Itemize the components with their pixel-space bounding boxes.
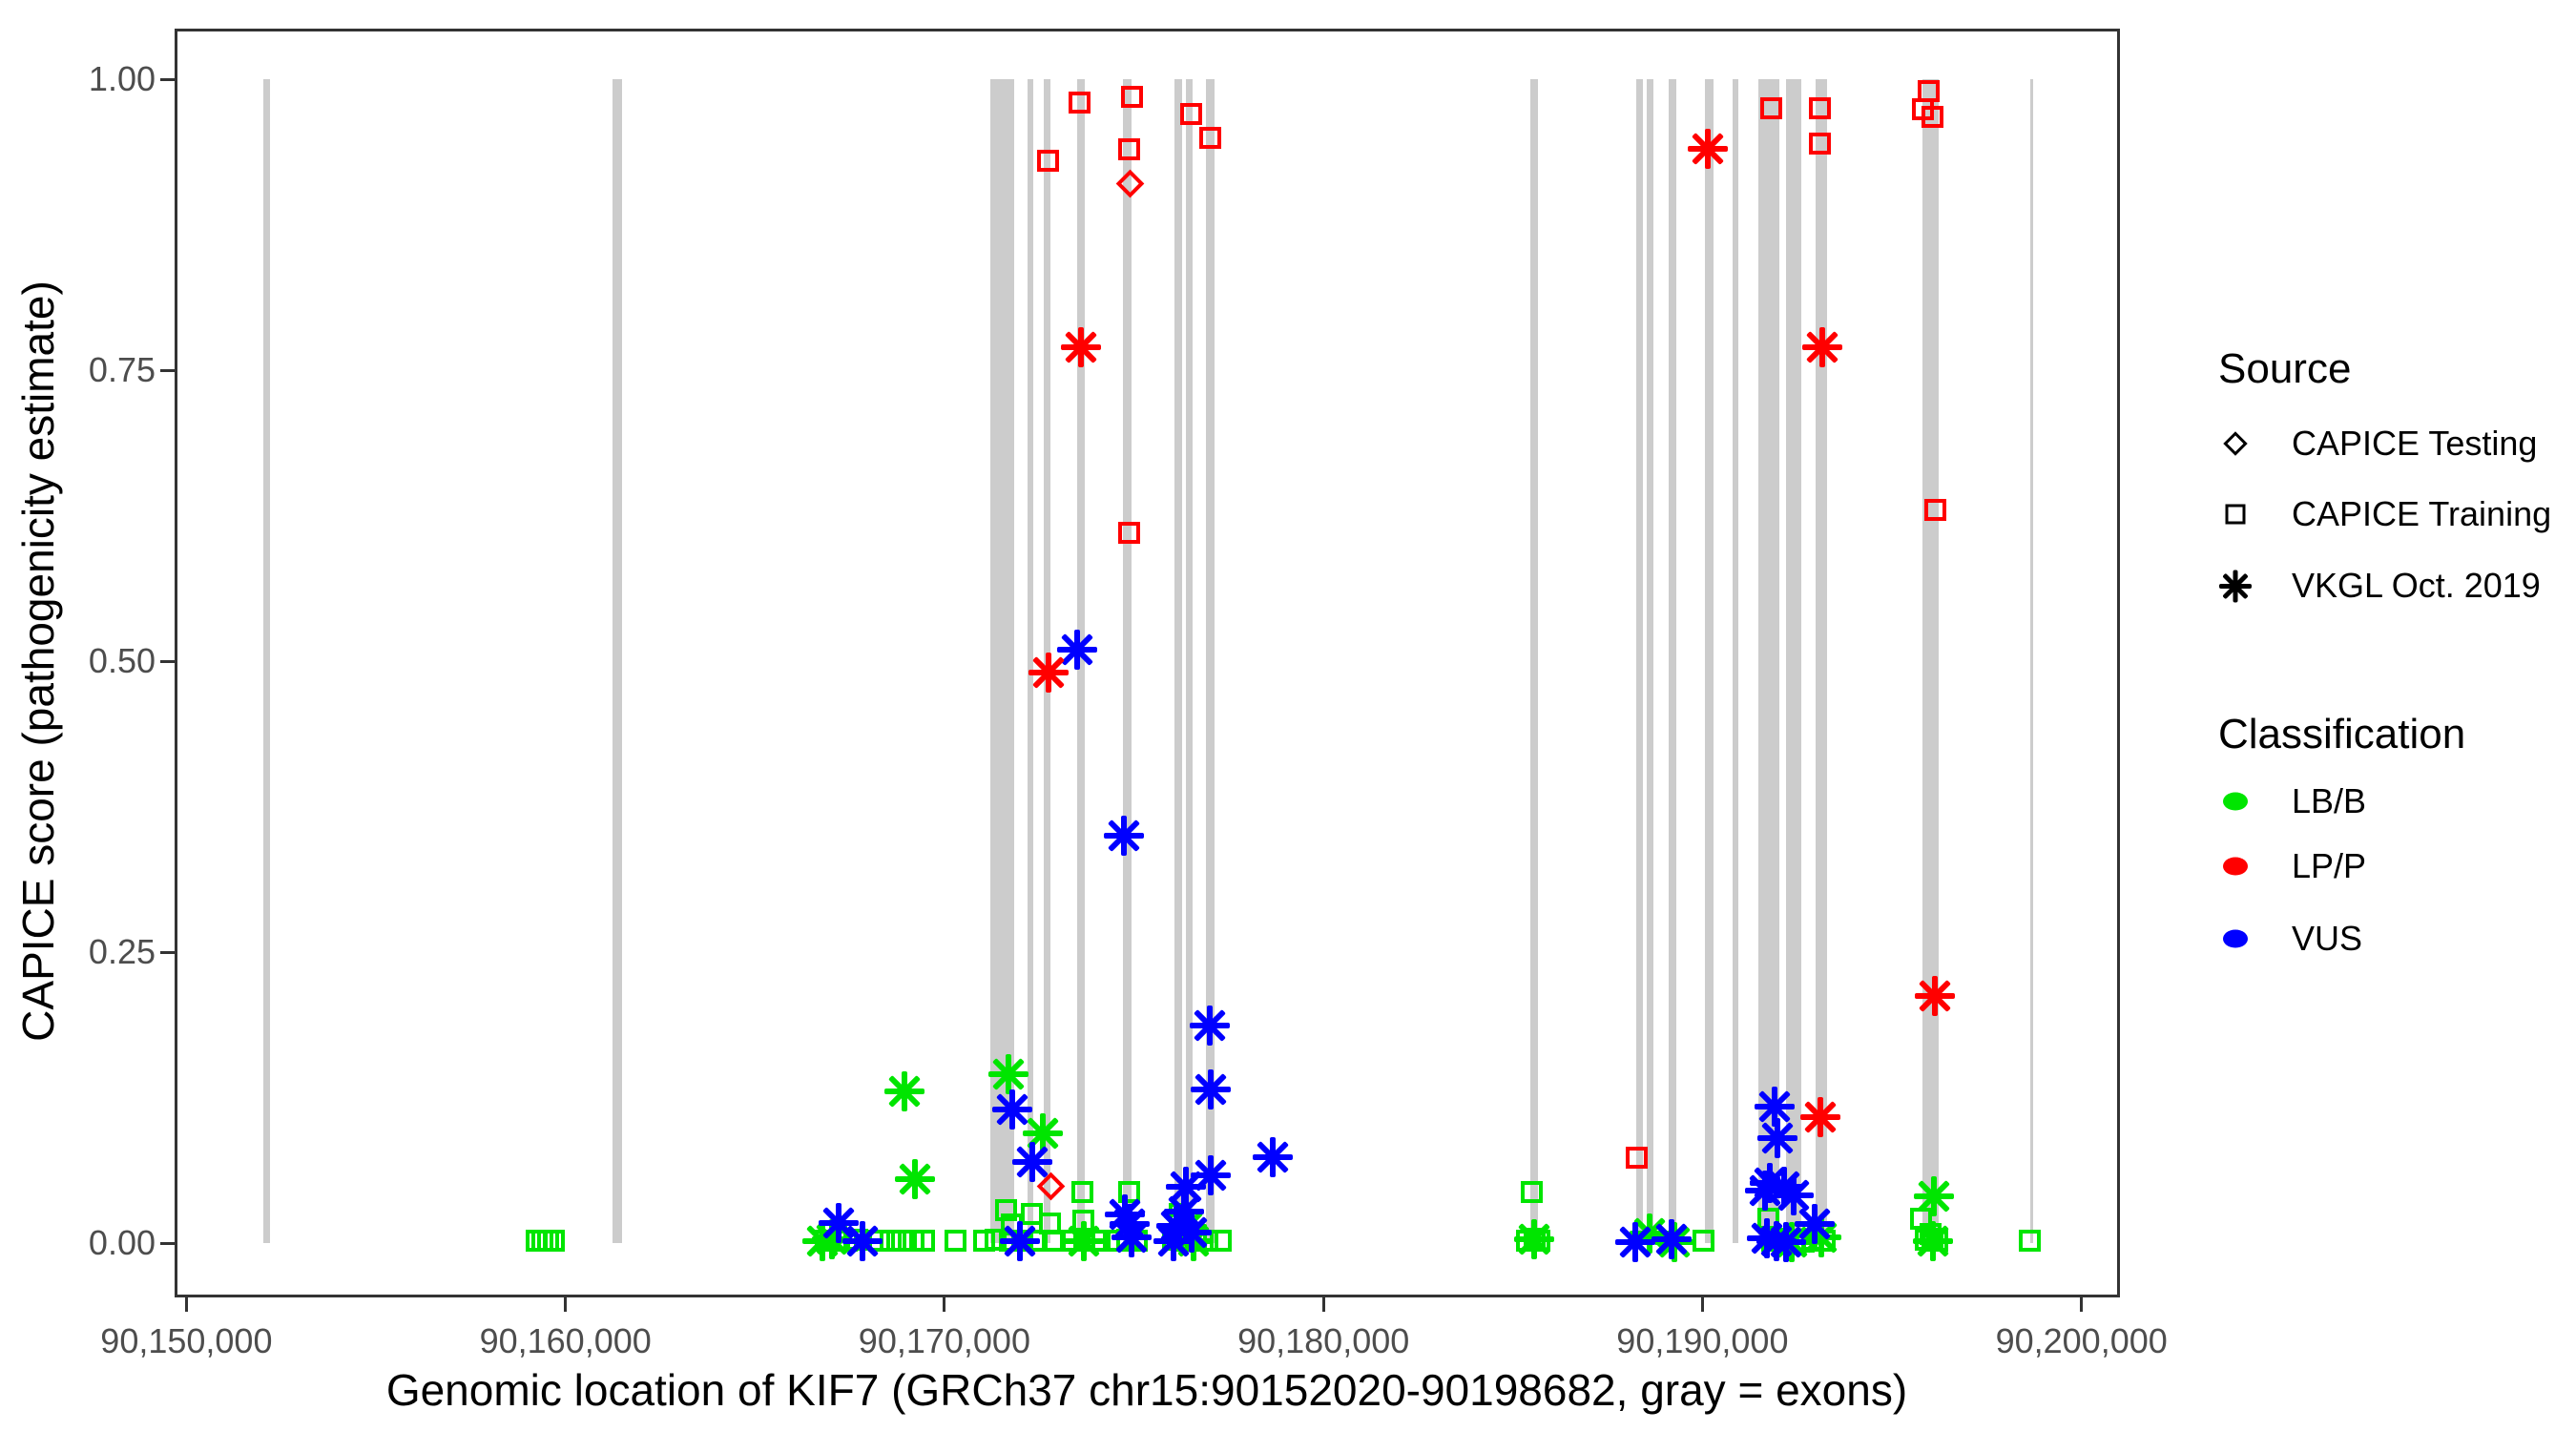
square-marker bbox=[1921, 105, 1943, 128]
legend-label-lpp: LP/P bbox=[2292, 846, 2367, 885]
exon-bar bbox=[1786, 79, 1802, 1243]
square-icon bbox=[2225, 504, 2246, 525]
exon-bar bbox=[612, 79, 622, 1243]
lpp-dot-icon bbox=[2223, 857, 2248, 876]
legend-source-title: Source bbox=[2218, 345, 2352, 392]
square-marker bbox=[1070, 1180, 1093, 1203]
x-axis-tick bbox=[564, 1297, 568, 1312]
square-marker bbox=[994, 1199, 1017, 1222]
x-axis-tick bbox=[184, 1297, 188, 1312]
y-axis-tick bbox=[160, 77, 175, 81]
square-marker bbox=[1041, 1230, 1064, 1253]
y-axis-tick-label: 0.75 bbox=[88, 350, 156, 389]
x-axis-tick bbox=[2080, 1297, 2084, 1312]
legend-label-vus: VUS bbox=[2292, 919, 2363, 958]
square-marker bbox=[1179, 103, 1202, 126]
exon-bar bbox=[990, 79, 1015, 1243]
square-marker bbox=[1117, 137, 1140, 160]
legend-label-lbb: LB/B bbox=[2292, 781, 2367, 820]
y-axis-tick-label: 0.00 bbox=[88, 1223, 156, 1262]
y-axis-tick-label: 0.50 bbox=[88, 641, 156, 680]
exon-bar bbox=[1669, 79, 1677, 1243]
legend-label-vkgl: VKGL Oct. 2019 bbox=[2292, 566, 2541, 605]
exon-bar bbox=[1529, 79, 1538, 1243]
square-marker bbox=[1120, 85, 1143, 108]
square-marker bbox=[1117, 1180, 1140, 1203]
square-marker bbox=[1521, 1180, 1543, 1203]
square-marker bbox=[1923, 498, 1946, 521]
square-marker bbox=[1625, 1147, 1648, 1170]
exon-bar bbox=[1816, 79, 1828, 1243]
square-marker bbox=[1692, 1230, 1714, 1253]
y-axis-tick bbox=[160, 1241, 175, 1245]
exon-bar bbox=[1636, 79, 1644, 1243]
exon-bar bbox=[1705, 79, 1714, 1243]
exon-bar bbox=[1028, 79, 1034, 1243]
square-marker bbox=[972, 1230, 995, 1253]
square-marker bbox=[1808, 132, 1831, 155]
x-axis-title: Genomic location of KIF7 (GRCh37 chr15:9… bbox=[385, 1365, 1908, 1415]
y-axis-tick-label: 1.00 bbox=[88, 59, 156, 98]
x-axis-tick-label: 90,180,000 bbox=[1237, 1321, 1410, 1360]
square-marker bbox=[1198, 126, 1221, 149]
exon-bar bbox=[1123, 79, 1132, 1243]
x-axis-tick bbox=[1321, 1297, 1325, 1312]
square-marker bbox=[912, 1230, 935, 1253]
exon-bar bbox=[1077, 79, 1086, 1243]
x-axis-tick-label: 90,160,000 bbox=[479, 1321, 652, 1360]
exon-bar bbox=[1647, 79, 1654, 1243]
x-axis-tick-label: 90,150,000 bbox=[100, 1321, 273, 1360]
x-axis-tick-label: 90,200,000 bbox=[1995, 1321, 2168, 1360]
y-axis-tick bbox=[160, 659, 175, 663]
exon-bar bbox=[1206, 79, 1215, 1243]
square-marker bbox=[1117, 522, 1140, 545]
lbb-dot-icon bbox=[2223, 792, 2248, 811]
vus-dot-icon bbox=[2223, 929, 2248, 948]
exon-bar bbox=[1174, 79, 1183, 1243]
exon-bar bbox=[262, 79, 271, 1243]
y-axis-tick-label: 0.25 bbox=[88, 932, 156, 971]
square-marker bbox=[944, 1230, 966, 1253]
legend-classification-title: Classification bbox=[2218, 711, 2466, 757]
square-marker bbox=[2019, 1230, 2042, 1253]
square-marker bbox=[542, 1230, 565, 1253]
exon-bar bbox=[1186, 79, 1194, 1243]
exon-bar bbox=[1733, 79, 1739, 1243]
legend-label-capice-testing: CAPICE Testing bbox=[2292, 424, 2538, 463]
exon-bar bbox=[1922, 79, 1939, 1243]
square-marker bbox=[1068, 91, 1091, 114]
square-marker bbox=[1808, 97, 1831, 119]
square-marker bbox=[1036, 149, 1059, 172]
square-marker bbox=[891, 1230, 913, 1253]
y-axis-title: CAPICE score (pathogenicity estimate) bbox=[13, 280, 63, 1042]
exon-bar bbox=[1758, 79, 1780, 1243]
y-axis-tick bbox=[160, 368, 175, 372]
legend-label-capice-training: CAPICE Training bbox=[2292, 494, 2552, 533]
square-marker bbox=[1759, 97, 1782, 119]
x-axis-tick-label: 90,190,000 bbox=[1616, 1321, 1789, 1360]
diamond-icon bbox=[2223, 431, 2248, 456]
y-axis-tick bbox=[160, 950, 175, 954]
x-axis-tick-label: 90,170,000 bbox=[858, 1321, 1030, 1360]
x-axis-tick bbox=[943, 1297, 946, 1312]
exon-bar bbox=[2029, 79, 2033, 1243]
x-axis-tick bbox=[1700, 1297, 1704, 1312]
